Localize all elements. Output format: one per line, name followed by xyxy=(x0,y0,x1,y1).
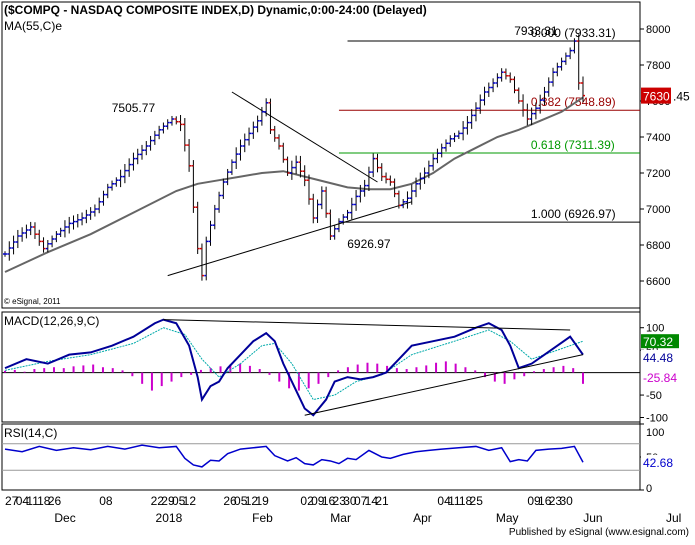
macd-trendline xyxy=(163,319,571,331)
x-axis-day-label: 12 xyxy=(183,494,197,508)
x-axis-month-label: Feb xyxy=(252,511,273,525)
x-axis-day-label: 18 xyxy=(459,494,473,508)
x-axis-day-label: 11 xyxy=(26,494,39,508)
price-y-tick-label: 6600 xyxy=(646,276,670,288)
publisher-label: Published by eSignal (www.esignal.com) xyxy=(509,527,689,538)
copyright-label: © eSignal, 2011 xyxy=(4,297,61,306)
x-axis-day-label: 02 xyxy=(300,494,314,508)
price-y-tick-label: 7200 xyxy=(646,168,670,180)
x-axis-day-label: 29 xyxy=(161,494,175,508)
price-y-tick-label: 7800 xyxy=(646,60,670,72)
macd-trendline xyxy=(304,354,584,416)
fib-label: 0.382 (7548.89) xyxy=(531,95,616,109)
x-axis-day-label: 26 xyxy=(223,494,237,508)
macd-line xyxy=(4,318,584,417)
x-axis-day-label: 23 xyxy=(549,494,563,508)
macd-value-tag-label: 70.32 xyxy=(643,335,673,349)
rsi-y-tick-label: 100 xyxy=(646,427,664,439)
x-axis-day-label: 18 xyxy=(37,494,51,508)
x-axis-month-label: 2018 xyxy=(156,511,183,525)
x-axis-month-label: Jun xyxy=(583,511,602,525)
price-trendline xyxy=(167,201,412,277)
fib-label: 0.000 (7933.31) xyxy=(531,26,616,40)
histogram-value-tag-label: -25.84 xyxy=(643,371,677,385)
ma-label: MA(55,C)e xyxy=(4,19,62,33)
macd-panel-frame xyxy=(1,311,641,423)
price-y-tick-label: 7400 xyxy=(646,132,670,144)
current-price-tag xyxy=(641,87,671,104)
x-axis-day-label: 21 xyxy=(375,494,389,508)
price-annotation: 7505.77 xyxy=(112,101,156,115)
x-axis-day-label: 07 xyxy=(354,494,368,508)
rsi-value-tag xyxy=(641,454,677,469)
x-axis-day-label: 09 xyxy=(311,494,325,508)
x-axis-day-label: 16 xyxy=(322,494,336,508)
x-axis-day-label: 04 xyxy=(437,494,451,508)
rsi-title: RSI(14,C) xyxy=(4,426,57,440)
x-axis-day-label: 05 xyxy=(234,494,248,508)
x-axis-day-label: 11 xyxy=(448,494,461,508)
x-axis-day-label: 09 xyxy=(527,494,541,508)
rsi-line xyxy=(4,444,584,468)
macd-value-tag xyxy=(641,334,679,349)
macd-y-tick-label: 100 xyxy=(646,323,664,335)
price-trendline xyxy=(231,91,378,183)
x-axis-day-label: 05 xyxy=(172,494,186,508)
x-axis-day-label: 30 xyxy=(559,494,573,508)
x-axis-day-label: 14 xyxy=(365,494,379,508)
x-axis-month-label: Dec xyxy=(54,511,75,525)
rsi-value-label: 42.68 xyxy=(643,456,673,470)
x-axis-day-label: 04 xyxy=(16,494,30,508)
ma55-line xyxy=(4,96,584,273)
rsi-panel-frame xyxy=(1,423,641,491)
price-annotation: 7933.31 xyxy=(514,24,558,38)
x-axis-day-label: 25 xyxy=(470,494,484,508)
x-axis-month-label: Mar xyxy=(330,511,351,525)
x-axis-month-label: May xyxy=(496,511,519,525)
signal-value-tag xyxy=(641,349,679,364)
price-panel-frame xyxy=(1,1,641,309)
rsi-y-tick-label: 0 xyxy=(646,483,652,495)
histogram-value-tag xyxy=(641,370,679,385)
x-axis-day-label: 26 xyxy=(48,494,62,508)
x-axis-day-label: 08 xyxy=(99,494,113,508)
x-axis-day-label: 23 xyxy=(333,494,347,508)
signal-value-tag-label: 44.48 xyxy=(643,351,673,365)
fib-label: 1.000 (6926.97) xyxy=(531,207,616,221)
price-y-tick-label: 7000 xyxy=(646,204,670,216)
x-axis-day-label: 30 xyxy=(343,494,357,508)
price-y-tick-label: 6800 xyxy=(646,240,670,252)
x-axis-day-label: 12 xyxy=(245,494,259,508)
macd-title: MACD(12,26,9,C) xyxy=(4,314,99,328)
x-axis-day-label: 22 xyxy=(151,494,165,508)
current-price-decimals: .45 xyxy=(673,90,690,104)
fib-label: 0.618 (7311.39) xyxy=(531,138,615,152)
x-axis-day-label: 16 xyxy=(538,494,552,508)
current-price-label: 7630 xyxy=(643,90,670,104)
x-axis-month-label: Apr xyxy=(413,511,432,525)
price-y-tick-label: 8000 xyxy=(646,24,670,36)
macd-y-tick-label: -100 xyxy=(646,413,668,425)
x-axis-day-label: 19 xyxy=(255,494,269,508)
macd-y-tick-label: -50 xyxy=(646,390,662,402)
chart-title: ($COMPQ - NASDAQ COMPOSITE INDEX,D) Dyna… xyxy=(4,3,427,17)
x-axis-day-label: 27 xyxy=(5,494,19,508)
macd-signal-line xyxy=(4,327,584,401)
price-annotation: 6926.97 xyxy=(347,237,391,251)
x-axis-month-label: Jul xyxy=(666,511,681,525)
